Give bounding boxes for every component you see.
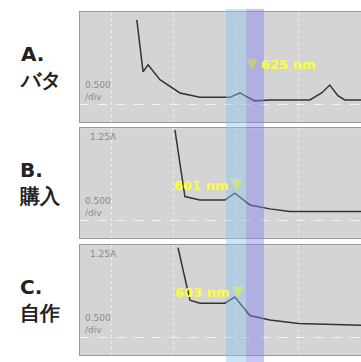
svg-text:601 nm: 601 nm bbox=[174, 178, 228, 193]
svg-text:0.500/div: 0.500/div bbox=[85, 196, 111, 218]
svg-text:1.25A: 1.25A bbox=[90, 132, 117, 142]
svg-text:625 nm: 625 nm bbox=[261, 57, 315, 72]
svg-text:0.500/div: 0.500/div bbox=[85, 80, 111, 102]
svg-text:603 nm: 603 nm bbox=[175, 285, 229, 300]
svg-text:1.25A: 1.25A bbox=[90, 249, 117, 259]
svg-text:0.500/div: 0.500/div bbox=[85, 313, 111, 335]
svg-text:B.購入: B.購入 bbox=[19, 158, 61, 208]
svg-text:C.自作: C.自作 bbox=[20, 275, 60, 325]
svg-text:A.バタ: A.バタ bbox=[20, 42, 61, 92]
